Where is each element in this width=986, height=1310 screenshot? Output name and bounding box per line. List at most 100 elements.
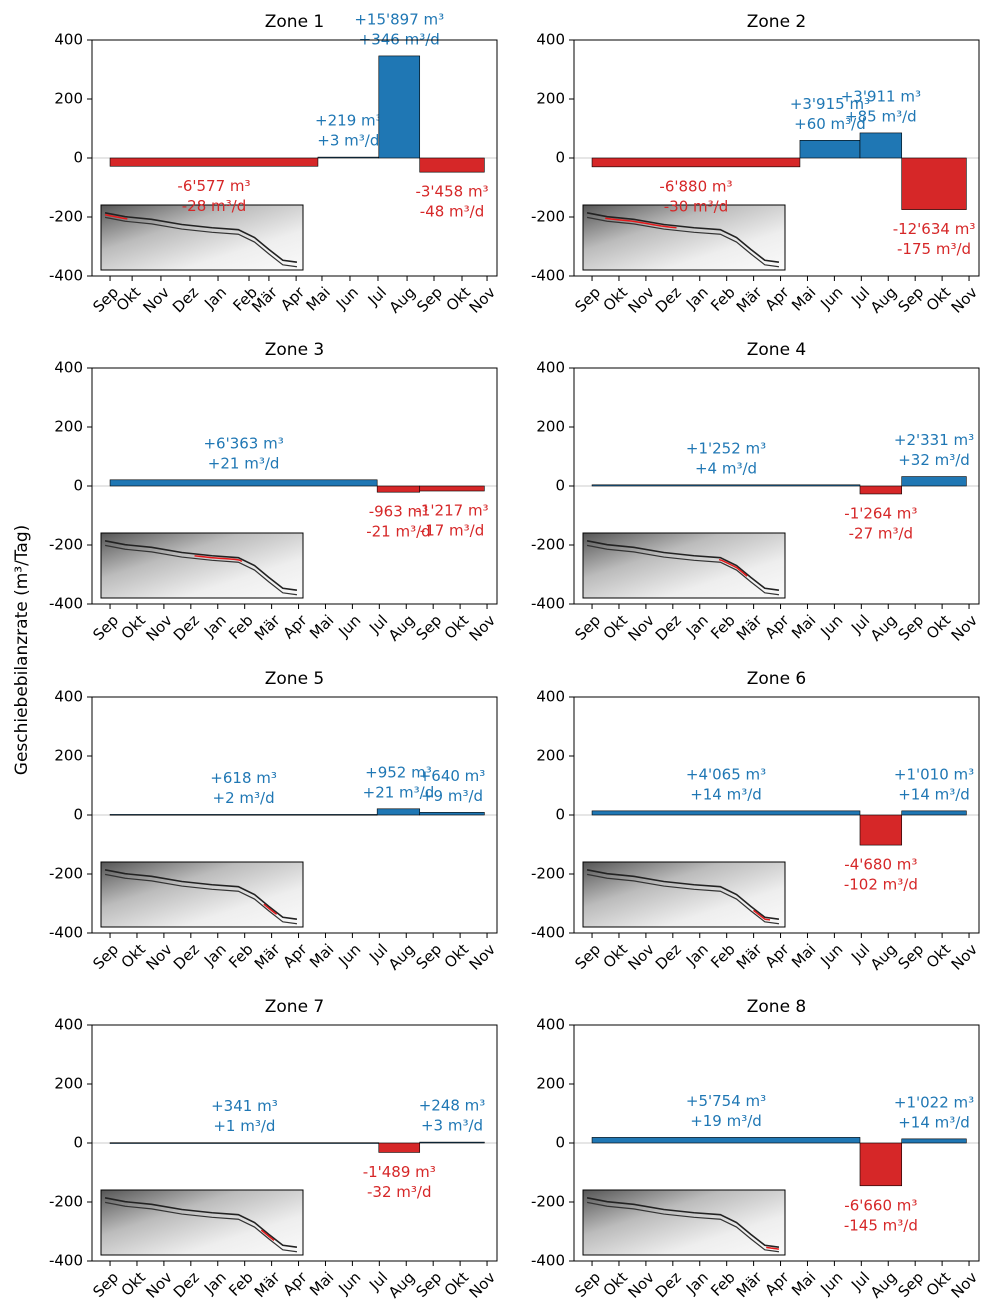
subplot: Zone 84002000-200-400SepOktNovDezJanFebM…: [531, 997, 981, 1302]
volume-label: +4'065 m³: [686, 765, 766, 783]
bar: [592, 485, 860, 486]
bar: [902, 158, 967, 210]
value-label: -32 m³/d: [367, 1183, 431, 1201]
volume-label: -12'634 m³: [893, 220, 976, 238]
x-tick-label: Okt: [923, 283, 954, 314]
y-tick-label: 0: [73, 149, 83, 167]
bar: [379, 56, 420, 158]
volume-label: +1'252 m³: [686, 439, 766, 457]
x-tick-label: Mär: [248, 283, 281, 316]
x-tick-label: Mär: [733, 1268, 766, 1301]
volume-label: -4'680 m³: [844, 856, 917, 874]
x-tick-label: Mär: [251, 1268, 284, 1301]
x-tick-label: Feb: [225, 940, 257, 972]
bar: [860, 815, 902, 845]
y-tick-label: 400: [536, 359, 565, 377]
x-tick-label: Jan: [682, 611, 712, 641]
x-tick-label: Jan: [200, 1268, 230, 1298]
value-label: -30 m³/d: [664, 197, 728, 215]
bar: [592, 1137, 860, 1143]
x-tick-label: Mär: [733, 283, 766, 316]
value-label: +346 m³/d: [359, 30, 440, 48]
y-tick-label: -400: [49, 267, 83, 285]
bar: [379, 1143, 420, 1152]
subplot-title: Zone 7: [265, 997, 325, 1017]
bar: [860, 486, 902, 494]
x-tick-label: Mai: [303, 283, 334, 314]
y-tick-label: 0: [555, 1134, 565, 1152]
value-label: +1 m³/d: [213, 1117, 275, 1135]
x-tick-label: Aug: [867, 940, 900, 973]
x-tick-label: Jun: [334, 940, 364, 970]
value-label: -175 m³/d: [897, 240, 971, 258]
x-tick-label: Jan: [200, 940, 230, 970]
value-label: +19 m³/d: [690, 1112, 762, 1130]
x-tick-label: Apr: [761, 940, 793, 972]
x-tick-label: Sep: [413, 283, 446, 316]
y-tick-label: -200: [531, 536, 565, 554]
x-tick-label: Okt: [600, 611, 631, 642]
value-label: +14 m³/d: [898, 785, 970, 803]
value-label: +4 m³/d: [695, 459, 757, 477]
x-tick-label: Apr: [279, 1268, 311, 1300]
x-tick-label: Nov: [624, 283, 658, 317]
x-tick-label: Mai: [788, 940, 819, 971]
value-label: +32 m³/d: [898, 451, 970, 469]
bar: [860, 1143, 902, 1186]
volume-label: +219 m³: [315, 112, 382, 130]
y-tick-label: -200: [49, 536, 83, 554]
x-tick-label: Feb: [225, 1268, 257, 1300]
x-tick-label: Jun: [332, 283, 362, 313]
page: {"ylabel": "Geschiebebilanzrate (m³/Tag)…: [0, 0, 986, 1310]
y-tick-label: -200: [531, 865, 565, 883]
value-label: -17 m³/d: [420, 522, 484, 540]
bar: [860, 133, 902, 158]
value-label: -102 m³/d: [844, 876, 918, 894]
x-tick-label: Nov: [624, 611, 658, 645]
x-tick-label: Feb: [707, 611, 739, 643]
x-tick-label: Mai: [788, 611, 819, 642]
x-tick-label: Mai: [306, 611, 337, 642]
value-label: +85 m³/d: [845, 107, 917, 125]
subplot-title: Zone 2: [747, 12, 807, 32]
bar: [902, 1139, 967, 1143]
x-tick-label: Okt: [441, 611, 472, 642]
bar: [110, 1143, 379, 1144]
volume-label: +6'363 m³: [203, 434, 283, 452]
x-tick-label: Dez: [652, 283, 685, 316]
x-tick-label: Mär: [251, 940, 284, 973]
y-tick-label: 400: [54, 688, 83, 706]
bar: [800, 140, 860, 158]
x-tick-label: Okt: [923, 1268, 954, 1299]
volume-label: -1'489 m³: [363, 1163, 436, 1181]
x-tick-label: Nov: [624, 940, 658, 974]
x-tick-label: Nov: [140, 283, 174, 317]
y-tick-label: -400: [531, 595, 565, 613]
x-tick-label: Sep: [571, 611, 604, 644]
inset-map: [101, 533, 303, 598]
subplot: Zone 34002000-200-400SepOktNovDezJanFebM…: [49, 340, 499, 645]
y-tick-label: -400: [531, 1252, 565, 1270]
x-tick-label: Mär: [251, 611, 284, 644]
x-tick-label: Jun: [816, 940, 846, 970]
x-tick-label: Okt: [923, 611, 954, 642]
x-tick-label: Okt: [441, 1268, 472, 1299]
x-tick-label: Jun: [816, 283, 846, 313]
volume-label: -6'577 m³: [177, 177, 250, 195]
x-tick-label: Mai: [788, 1268, 819, 1299]
volume-label: +248 m³: [419, 1097, 486, 1115]
x-tick-label: Dez: [652, 1268, 685, 1301]
bar: [592, 158, 800, 167]
inset-map: [583, 533, 785, 598]
x-tick-label: Jun: [816, 611, 846, 641]
x-tick-label: Okt: [600, 283, 631, 314]
x-tick-label: Sep: [894, 940, 927, 973]
y-tick-label: 0: [555, 806, 565, 824]
volume-label: +341 m³: [211, 1097, 278, 1115]
x-tick-label: Jan: [682, 283, 712, 313]
x-tick-label: Jan: [200, 283, 230, 313]
bar: [420, 486, 485, 491]
x-tick-label: Aug: [385, 1268, 418, 1301]
x-tick-label: Dez: [652, 940, 685, 973]
x-tick-label: Feb: [707, 1268, 739, 1300]
